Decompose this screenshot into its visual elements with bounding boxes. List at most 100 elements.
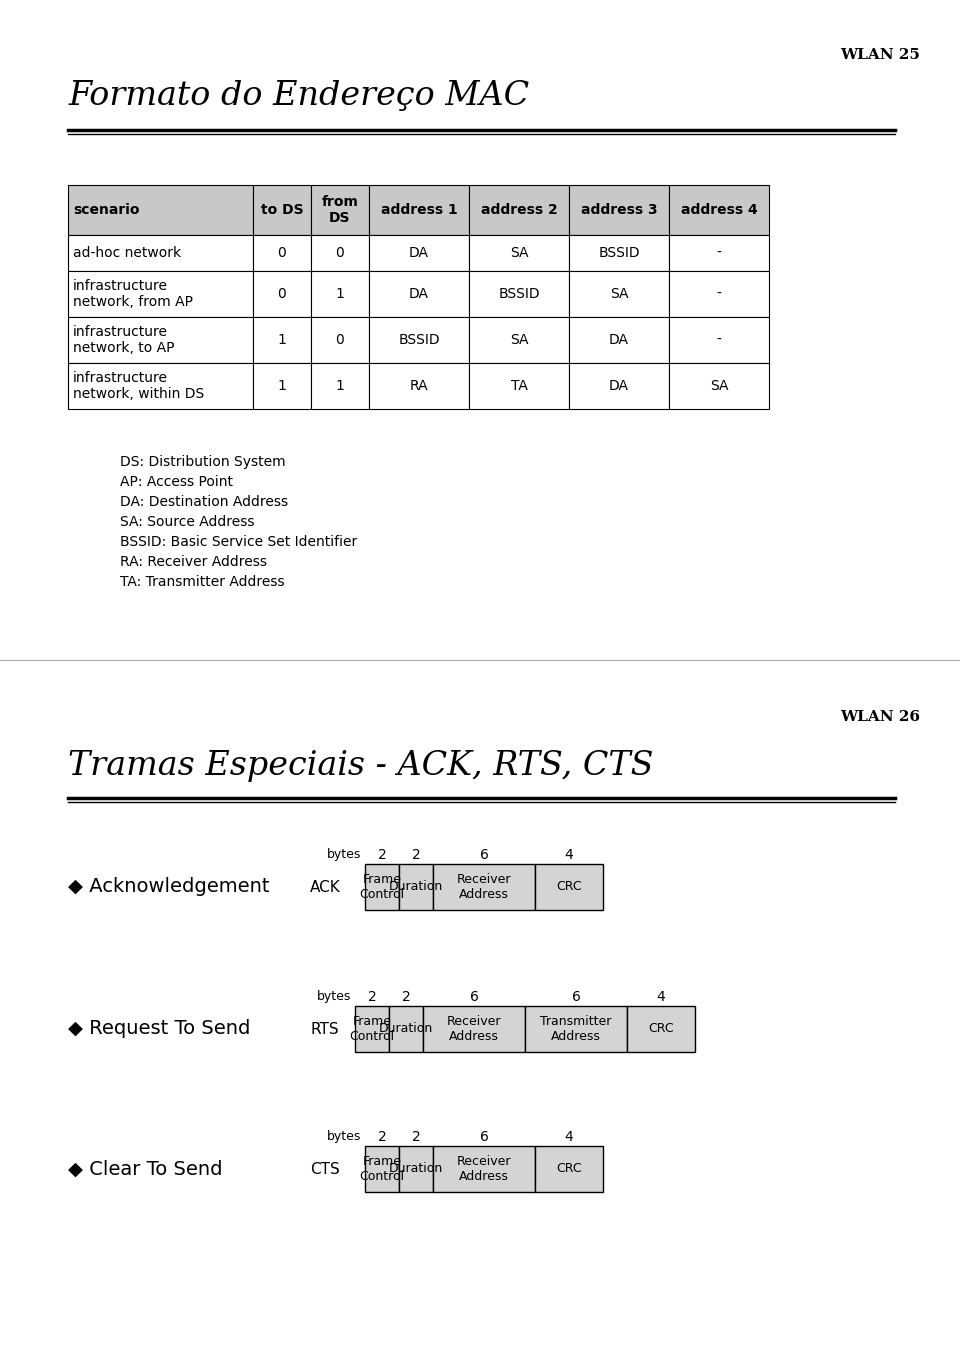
Text: address 1: address 1	[380, 204, 457, 217]
Bar	[253, 364, 311, 408]
Bar	[399, 1147, 433, 1191]
Text: from
DS: from DS	[322, 195, 358, 225]
Bar	[535, 864, 603, 911]
Text: 2: 2	[377, 848, 386, 862]
Bar	[627, 1006, 695, 1052]
Bar	[389, 1006, 423, 1052]
Text: CRC: CRC	[556, 881, 582, 893]
Bar	[369, 318, 469, 364]
Text: infrastructure
network, to AP: infrastructure network, to AP	[73, 324, 175, 356]
Text: ◆ Acknowledgement: ◆ Acknowledgement	[68, 878, 270, 897]
Text: DA: DA	[609, 332, 629, 347]
Text: address 4: address 4	[681, 204, 757, 217]
Bar	[469, 235, 569, 271]
Text: 0: 0	[277, 286, 286, 301]
Text: SA: SA	[709, 379, 729, 394]
Bar	[669, 235, 769, 271]
Text: 2: 2	[401, 991, 410, 1004]
Text: CRC: CRC	[648, 1023, 674, 1035]
Bar	[469, 185, 569, 235]
Bar	[369, 235, 469, 271]
Text: 6: 6	[480, 848, 489, 862]
Bar	[535, 1147, 603, 1191]
Bar	[669, 364, 769, 408]
Text: AP: Access Point: AP: Access Point	[120, 475, 233, 489]
Text: DA: Destination Address: DA: Destination Address	[120, 495, 288, 509]
Text: DA: DA	[409, 246, 429, 261]
Bar	[311, 185, 369, 235]
Bar	[365, 864, 399, 911]
Text: Frame
Control: Frame Control	[359, 1155, 404, 1183]
Bar	[365, 1147, 399, 1191]
Text: Tramas Especiais - ACK, RTS, CTS: Tramas Especiais - ACK, RTS, CTS	[68, 750, 654, 782]
Text: ACK: ACK	[310, 879, 341, 894]
Text: BSSID: BSSID	[398, 332, 440, 347]
Bar	[399, 864, 433, 911]
Text: Duration: Duration	[379, 1023, 433, 1035]
Bar	[569, 235, 669, 271]
Text: DS: Distribution System: DS: Distribution System	[120, 455, 286, 470]
Text: 6: 6	[571, 991, 581, 1004]
Bar	[355, 1006, 389, 1052]
Text: RTS: RTS	[311, 1022, 339, 1037]
Bar	[369, 185, 469, 235]
Text: 0: 0	[277, 246, 286, 261]
Text: -: -	[716, 332, 721, 347]
Text: 6: 6	[480, 1130, 489, 1144]
Bar	[311, 364, 369, 408]
Text: 4: 4	[564, 1130, 573, 1144]
Text: address 2: address 2	[481, 204, 558, 217]
Text: BSSID: Basic Service Set Identifier: BSSID: Basic Service Set Identifier	[120, 535, 357, 550]
Text: to DS: to DS	[261, 204, 303, 217]
Bar	[369, 271, 469, 318]
Bar	[469, 318, 569, 364]
Bar	[253, 271, 311, 318]
Bar	[469, 364, 569, 408]
Text: -: -	[716, 286, 721, 301]
Text: address 3: address 3	[581, 204, 658, 217]
Text: Frame
Control: Frame Control	[349, 1015, 395, 1044]
Text: WLAN 25: WLAN 25	[840, 47, 920, 62]
Text: ◆ Clear To Send: ◆ Clear To Send	[68, 1159, 223, 1178]
Text: WLAN 26: WLAN 26	[840, 710, 920, 725]
Text: TA: TA	[511, 379, 527, 394]
Text: bytes: bytes	[326, 848, 361, 860]
Bar	[311, 235, 369, 271]
Text: 2: 2	[368, 991, 376, 1004]
Bar	[569, 364, 669, 408]
Bar	[569, 271, 669, 318]
Text: -: -	[716, 246, 721, 261]
Text: 6: 6	[469, 991, 478, 1004]
Bar	[253, 185, 311, 235]
Bar	[68, 235, 253, 271]
Bar	[525, 1006, 627, 1052]
Bar	[669, 271, 769, 318]
Text: TA: Transmitter Address: TA: Transmitter Address	[120, 575, 284, 589]
Bar	[311, 271, 369, 318]
Text: 1: 1	[277, 379, 286, 394]
Text: 2: 2	[377, 1130, 386, 1144]
Text: SA: SA	[510, 332, 528, 347]
Bar	[253, 235, 311, 271]
Text: SA: SA	[510, 246, 528, 261]
Text: Receiver
Address: Receiver Address	[457, 873, 512, 901]
Bar	[68, 185, 253, 235]
Text: infrastructure
network, from AP: infrastructure network, from AP	[73, 280, 193, 309]
Text: 2: 2	[412, 848, 420, 862]
Bar	[68, 364, 253, 408]
Bar	[253, 318, 311, 364]
Bar	[669, 318, 769, 364]
Bar	[311, 318, 369, 364]
Bar	[569, 185, 669, 235]
Text: RA: Receiver Address: RA: Receiver Address	[120, 555, 267, 569]
Text: Transmitter
Address: Transmitter Address	[540, 1015, 612, 1044]
Text: 1: 1	[277, 332, 286, 347]
Text: DA: DA	[609, 379, 629, 394]
Text: bytes: bytes	[326, 1130, 361, 1143]
Text: CTS: CTS	[310, 1162, 340, 1177]
Text: bytes: bytes	[317, 991, 351, 1003]
Bar	[433, 864, 535, 911]
Text: CRC: CRC	[556, 1163, 582, 1175]
Text: scenario: scenario	[73, 204, 139, 217]
Bar	[569, 318, 669, 364]
